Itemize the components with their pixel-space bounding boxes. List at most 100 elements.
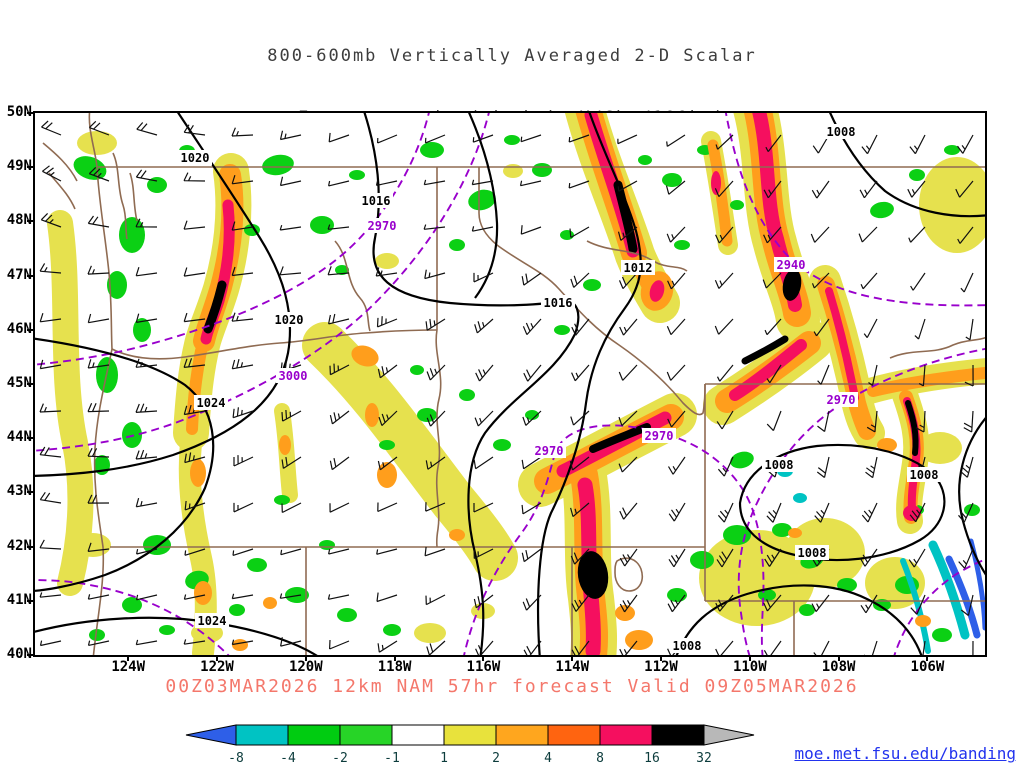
wind-barb — [762, 272, 782, 289]
wind-barb — [523, 640, 542, 655]
contour-label-box — [642, 428, 676, 443]
colorbar-cell — [443, 724, 497, 746]
lat-label: 40N — [6, 646, 32, 662]
wind-barb — [667, 456, 686, 475]
puget-sound-2 — [129, 172, 138, 222]
wind-barb — [424, 269, 446, 280]
wind-barb — [766, 410, 782, 432]
wind-barb — [764, 548, 782, 567]
wind-barb — [763, 640, 782, 655]
wind-barbs-layer — [39, 120, 974, 655]
wind-barb — [183, 312, 206, 323]
wind-barb — [714, 272, 734, 289]
wind-barb — [232, 548, 254, 556]
wind-barb — [231, 175, 254, 185]
wind-barb — [425, 318, 446, 331]
wind-barb — [618, 410, 638, 427]
wind-barb — [376, 316, 398, 328]
wind-barb — [617, 134, 638, 145]
forecast-caption: 00Z03MAR2026 12km NAM 57hr forecast Vali… — [165, 676, 859, 697]
wind-barb — [764, 318, 782, 336]
wind-barb — [965, 318, 974, 341]
wind-barb — [184, 548, 206, 556]
wind-barb — [327, 224, 350, 230]
wind-barb — [667, 594, 686, 613]
wind-barb — [861, 134, 878, 155]
or-id-border — [435, 329, 442, 548]
contour-label-box — [272, 312, 306, 327]
contour-label: 1020 — [275, 313, 304, 327]
wind-barb — [715, 226, 734, 244]
wind-barb — [569, 226, 590, 239]
colorbar-tick-label: 4 — [544, 751, 552, 766]
lat-label: 49N — [6, 158, 32, 175]
site-link[interactable]: moe.met.fsu.edu/banding — [794, 744, 1016, 763]
wind-barb — [135, 358, 158, 368]
wind-barb — [619, 548, 638, 567]
wind-barb — [135, 403, 158, 413]
contour-label: 1024 — [198, 614, 227, 628]
title-line-1: 800-600mb Vertically Averaged 2-D Scalar — [267, 46, 757, 66]
wind-barb — [41, 120, 62, 136]
wind-barb — [328, 180, 350, 187]
colorbar-cell — [287, 724, 341, 746]
wind-barb — [861, 502, 878, 523]
wind-barb — [618, 364, 638, 381]
wind-barb — [958, 502, 974, 523]
wind-barb — [915, 410, 926, 433]
wind-barb — [425, 594, 446, 606]
wind-barb — [668, 502, 686, 522]
wind-barb — [716, 548, 734, 568]
colorbar-tick-label: -2 — [332, 751, 348, 766]
wind-barb — [922, 640, 926, 655]
wind-barb — [233, 502, 254, 513]
wind-barb — [817, 410, 830, 432]
shading-black-blobs — [577, 269, 802, 599]
state-borders-layer — [42, 113, 985, 655]
contour-label-box — [795, 545, 829, 560]
wind-barb — [964, 364, 974, 387]
colorbar-cell — [235, 724, 289, 746]
wind-barb — [716, 410, 734, 430]
wind-barb — [522, 594, 542, 611]
wind-barb — [135, 639, 158, 646]
lat-label: 42N — [6, 537, 32, 554]
lon-tick — [837, 655, 840, 661]
wind-barb — [521, 272, 542, 286]
wind-barb — [87, 494, 110, 504]
lon-tick — [926, 655, 929, 661]
wind-barb — [766, 364, 782, 384]
wind-barb — [814, 502, 830, 523]
lat-label: 47N — [6, 266, 32, 283]
wind-barb — [327, 594, 350, 600]
wind-barb — [423, 179, 446, 186]
colorbar-tick-label: -4 — [280, 751, 296, 766]
wind-barb — [184, 500, 206, 511]
wind-barb — [329, 456, 350, 471]
wind-barb — [521, 502, 542, 515]
wind-barb — [811, 272, 830, 289]
wind-barb — [666, 134, 686, 147]
wind-barb — [473, 594, 494, 609]
wind-barb — [475, 364, 494, 382]
wind-barb — [617, 226, 638, 241]
wind-barb — [763, 226, 782, 244]
wind-barb — [231, 221, 254, 231]
wind-barb — [667, 410, 686, 428]
wind-barb — [424, 134, 446, 144]
wind-barb — [280, 548, 302, 556]
puget-sound — [112, 152, 128, 240]
wind-barb — [475, 640, 494, 655]
wind-barb — [568, 180, 590, 189]
wind-barb — [135, 594, 158, 601]
wind-barb — [521, 548, 542, 563]
wind-barb — [863, 318, 878, 338]
wind-barb — [665, 180, 686, 195]
colorbar-cell — [547, 724, 601, 746]
colorbar-tick-label: -1 — [384, 751, 400, 766]
wind-barb — [39, 263, 62, 274]
colorbar-tick-label: 2 — [492, 751, 500, 766]
contour-label-box — [774, 257, 808, 272]
wind-barb — [569, 456, 590, 471]
colorbar-tick-label: 32 — [696, 751, 712, 766]
